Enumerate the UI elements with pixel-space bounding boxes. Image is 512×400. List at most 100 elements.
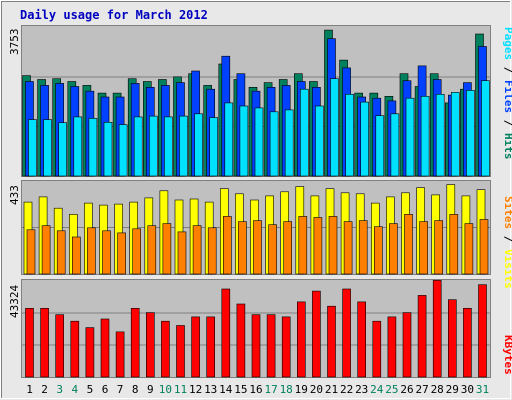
traffic-bar-pages-day-31 xyxy=(481,80,490,177)
traffic-bar-pages-day-9 xyxy=(149,115,158,177)
traffic-bar-pages-day-28 xyxy=(435,94,445,177)
volume-panel: 43324 KBytes xyxy=(8,279,512,378)
visitors-bar-sites-day-1 xyxy=(26,229,36,275)
traffic-bar-pages-day-5 xyxy=(88,118,98,177)
day-label-15: 15 xyxy=(234,383,247,396)
volume-bar-kbytes-day-12 xyxy=(191,316,200,378)
day-label-31: 31 xyxy=(476,383,489,396)
visitors-bar-sites-day-16 xyxy=(253,220,262,275)
visitors-bar-sites-day-30 xyxy=(464,223,474,275)
day-label-28: 28 xyxy=(431,383,444,396)
volume-bar-kbytes-day-17 xyxy=(266,314,276,378)
volume-bar-kbytes-day-8 xyxy=(130,307,140,378)
traffic-legend-part-0: Pages xyxy=(502,27,512,60)
traffic-bar-pages-day-14 xyxy=(224,102,234,177)
volume-bar-kbytes-day-1 xyxy=(25,307,34,378)
day-label-20: 20 xyxy=(310,383,323,396)
traffic-bar-pages-day-8 xyxy=(133,116,143,177)
visitors-bars xyxy=(22,184,490,275)
day-label-18: 18 xyxy=(280,383,293,396)
volume-bar-kbytes-day-14 xyxy=(221,288,231,378)
volume-bar-kbytes-day-25 xyxy=(387,316,397,378)
volume-bar-kbytes-day-31 xyxy=(478,284,487,378)
day-label-25: 25 xyxy=(385,383,398,396)
traffic-bar-pages-day-24 xyxy=(375,115,385,177)
visitors-bar-sites-day-6 xyxy=(102,230,111,275)
volume-bar-kbytes-day-5 xyxy=(85,327,95,378)
traffic-bar-pages-day-17 xyxy=(269,111,279,177)
traffic-legend-part-1: / xyxy=(502,60,512,80)
traffic-bar-pages-day-2 xyxy=(43,119,52,177)
traffic-bar-pages-day-15 xyxy=(239,105,249,177)
traffic-bar-pages-day-29 xyxy=(450,92,460,177)
volume-bar-kbytes-day-28 xyxy=(432,280,442,378)
visitors-bar-sites-day-3 xyxy=(56,230,66,275)
day-label-29: 29 xyxy=(446,383,459,396)
traffic-bar-pages-day-1 xyxy=(28,119,37,177)
day-label-13: 13 xyxy=(204,383,217,396)
day-label-10: 10 xyxy=(159,383,172,396)
visitors-legend-part-2: Visits xyxy=(502,249,512,289)
visitors-bar-sites-day-21 xyxy=(328,216,338,275)
traffic-max-label: 3753 xyxy=(8,29,21,56)
visitors-bar-sites-day-31 xyxy=(479,219,489,275)
day-label-3: 3 xyxy=(56,383,63,396)
traffic-bar-pages-day-18 xyxy=(284,109,294,177)
day-label-1: 1 xyxy=(26,383,33,396)
visitors-bar-sites-day-18 xyxy=(283,221,293,275)
traffic-bar-pages-day-7 xyxy=(118,124,128,177)
day-label-6: 6 xyxy=(102,383,109,396)
day-label-9: 9 xyxy=(147,383,154,396)
visitors-bar-sites-day-26 xyxy=(404,214,413,275)
volume-bar-kbytes-day-4 xyxy=(70,320,80,378)
volume-bar-kbytes-day-2 xyxy=(40,307,49,378)
day-label-5: 5 xyxy=(87,383,94,396)
volume-bar-kbytes-day-10 xyxy=(161,320,170,378)
visitors-bar-sites-day-23 xyxy=(358,220,368,275)
traffic-bar-pages-day-11 xyxy=(179,115,188,177)
traffic-bar-pages-day-3 xyxy=(58,122,68,177)
day-label-17: 17 xyxy=(264,383,277,396)
traffic-bar-pages-day-19 xyxy=(299,88,309,177)
volume-bar-kbytes-day-18 xyxy=(281,316,291,378)
day-label-14: 14 xyxy=(219,383,233,396)
volume-bar-kbytes-day-24 xyxy=(372,320,382,378)
volume-bar-kbytes-day-20 xyxy=(312,290,321,378)
traffic-bar-pages-day-12 xyxy=(194,113,203,177)
traffic-bar-pages-day-25 xyxy=(390,113,400,177)
day-label-30: 30 xyxy=(461,383,474,396)
visitors-bar-sites-day-27 xyxy=(419,221,428,275)
traffic-bar-pages-day-26 xyxy=(405,97,415,177)
day-label-8: 8 xyxy=(132,383,139,396)
volume-bar-kbytes-day-22 xyxy=(342,288,351,378)
traffic-bar-pages-day-4 xyxy=(73,116,83,177)
visitors-bar-sites-day-8 xyxy=(132,228,141,275)
visitors-legend-part-0: Sites xyxy=(502,196,512,229)
volume-bar-kbytes-day-27 xyxy=(417,295,427,378)
day-label-12: 12 xyxy=(189,383,202,396)
visitors-bar-sites-day-24 xyxy=(373,226,383,275)
volume-bar-kbytes-day-7 xyxy=(115,331,125,378)
day-label-11: 11 xyxy=(174,383,187,396)
traffic-bar-pages-day-30 xyxy=(466,90,475,177)
traffic-bar-pages-day-10 xyxy=(164,116,173,177)
volume-bar-kbytes-day-11 xyxy=(176,325,185,378)
volume-bar-kbytes-day-30 xyxy=(463,307,472,378)
traffic-bar-pages-day-22 xyxy=(345,94,354,177)
day-label-2: 2 xyxy=(41,383,48,396)
volume-bar-kbytes-day-23 xyxy=(357,301,367,378)
day-label-24: 24 xyxy=(370,383,384,396)
visitors-bar-sites-day-22 xyxy=(343,221,353,275)
volume-bar-kbytes-day-6 xyxy=(100,318,110,378)
visitors-bar-sites-day-25 xyxy=(389,223,398,275)
visitors-bar-sites-day-28 xyxy=(434,220,444,275)
visitors-legend-part-1: / xyxy=(502,229,512,249)
traffic-bar-pages-day-21 xyxy=(330,78,339,177)
volume-bars xyxy=(22,280,490,378)
volume-max-label: 43324 xyxy=(8,285,21,318)
volume-bar-kbytes-day-3 xyxy=(55,314,65,378)
volume-legend-part-0: KBytes xyxy=(502,335,512,375)
traffic-bars xyxy=(22,29,490,177)
